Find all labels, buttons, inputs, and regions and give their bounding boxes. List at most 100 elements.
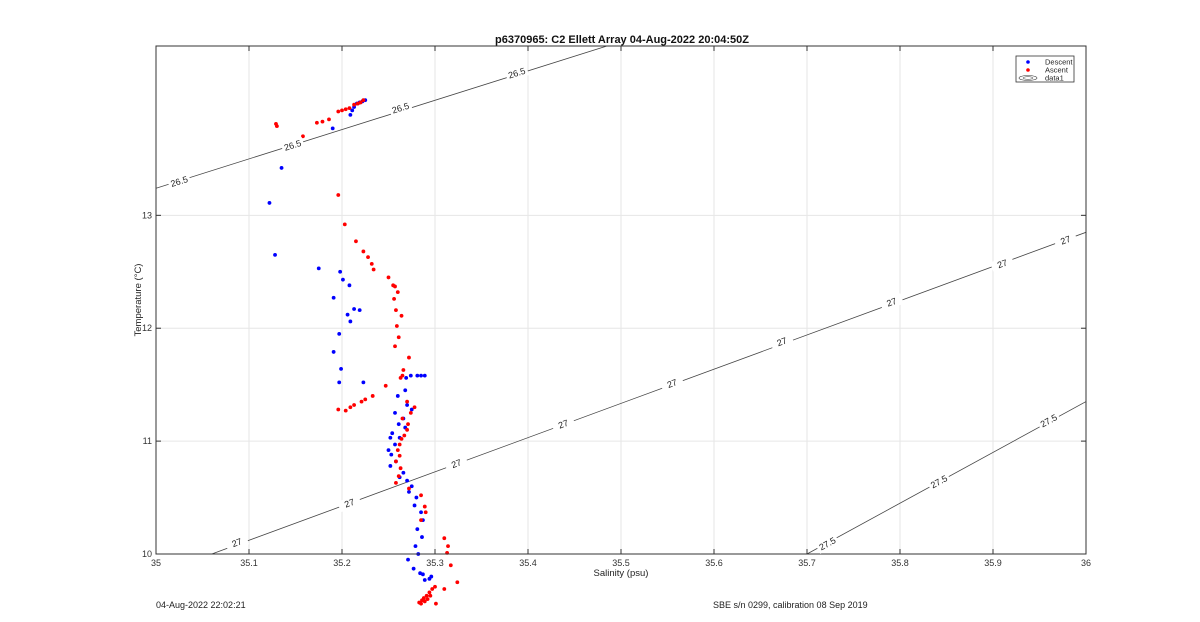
contour-label-bg [504,64,529,82]
data-point [336,407,341,412]
data-point [357,308,362,313]
y-tick-label: 10 [142,549,152,559]
contour-label-bg [926,471,952,492]
data-point [409,484,414,489]
data-point [400,416,405,421]
contour-label: 26.5 [507,66,527,81]
data-point [369,261,374,266]
contour-label-bg [388,99,413,117]
data-point [402,433,407,438]
data-point [388,435,393,440]
data-point [406,557,410,562]
data-point [419,493,423,498]
data-point [339,366,343,371]
data-point [405,403,409,407]
x-tick-label: 35.4 [519,558,537,568]
contour-label: 27 [666,377,679,390]
contour-label-bg [1036,410,1062,431]
contour-label: 26.5 [169,174,189,189]
legend-contour-icon [1018,75,1038,81]
data-point [448,563,453,568]
data-point [386,448,391,453]
contour-label-bg [337,494,362,513]
legend-box [1015,55,1075,83]
data-point [425,597,430,602]
data-point [348,319,353,324]
data-point [407,486,411,491]
data-point [393,344,397,349]
data-point [401,470,406,475]
data-point [345,312,350,317]
data-point [407,355,411,360]
data-point [429,574,434,579]
contour-label-bg [990,254,1015,273]
data-point [446,544,450,548]
data-point [274,121,278,126]
data-point [331,295,336,300]
contour-label: 27 [1059,234,1072,247]
data-point [352,307,356,311]
data-point [407,490,411,494]
data-point [399,436,404,441]
data-point [343,107,348,112]
data-point [267,201,272,205]
data-point [383,383,388,388]
x-axis-ticks: 35 35.1 35.2 35.3 35.4 35.5 35.6 35.7 35.8 35.9 36 [151,46,1091,568]
data-point [395,448,400,453]
data-point [422,373,427,378]
data-point [336,109,341,114]
data-point [396,474,401,479]
data-point [361,249,366,254]
data-point [343,408,348,413]
data-point [408,410,413,415]
data-point [404,375,409,380]
data-point [433,584,437,589]
data-point [389,452,394,457]
data-point [408,373,413,378]
data-point [401,368,406,372]
contour-label: 26.5 [391,101,411,116]
data-point [354,239,358,244]
data-point [409,407,414,412]
data-point [415,527,420,532]
data-point [397,453,402,458]
data-point [316,266,321,271]
data-point [337,331,342,336]
data-point [392,296,396,301]
x-tick-label: 35.5 [612,558,630,568]
data-point [327,117,331,122]
x-tick-label: 35.3 [426,558,444,568]
data-point [361,380,366,385]
data-point [338,269,343,274]
contour-label-bg [224,533,250,552]
footer-calibration: SBE s/n 0299, calibration 08 Sep 2019 [713,600,868,610]
data-point [347,106,352,110]
data-point [411,566,416,571]
data-point [405,478,409,483]
x-tick-label: 35.7 [798,558,816,568]
data-point [355,101,360,106]
data-point [427,590,432,595]
contour-label-bg [1053,231,1078,250]
data-point [342,222,347,227]
series-ascent [274,98,460,606]
data-point [336,193,341,197]
data-point [393,442,397,447]
legend-entry: Ascent [1045,66,1069,75]
data-point [422,504,427,509]
y-axis-ticks: 10 11 12 13 [142,210,1086,559]
data-point [350,108,355,113]
contour-label-bg [551,415,576,434]
data-point [359,399,364,404]
data-point [395,290,400,294]
data-point [393,410,397,415]
data-point [419,510,423,515]
data-point [395,394,400,398]
data-point [419,518,423,523]
contour-label-bg [879,293,904,312]
data-point [415,373,420,378]
data-point [363,397,368,402]
legend-contour-icon [1022,76,1034,80]
contour-label: 27 [450,457,463,470]
